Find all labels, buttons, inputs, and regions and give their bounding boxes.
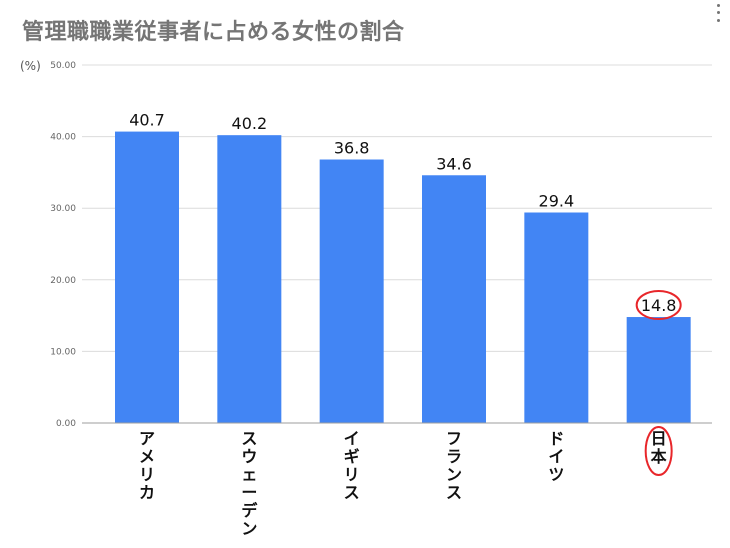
y-tick-label: 10.00 [50, 347, 76, 357]
y-tick-label: 40.00 [50, 133, 76, 143]
bar [524, 212, 589, 423]
x-tick-label: アメリカ [139, 429, 155, 502]
bar [626, 317, 691, 423]
y-axis: (%) 0.00 10.00 20.00 30.00 40.00 50.00 [20, 59, 76, 429]
y-tick-label: 50.00 [50, 61, 76, 71]
x-tick-label: スウェーデン [241, 429, 258, 538]
y-axis-unit-label: (%) [20, 59, 41, 73]
x-tick-label: ドイツ [548, 429, 564, 484]
data-label: 40.7 [129, 111, 165, 130]
data-labels: 40.7 40.2 36.8 34.6 29.4 14.8 [129, 111, 682, 321]
bar [319, 159, 384, 423]
data-label: 36.8 [334, 139, 370, 158]
data-label: 40.2 [232, 114, 268, 133]
x-tick-label: 日本 [651, 429, 667, 466]
data-label: 34.6 [436, 154, 472, 173]
bar [217, 135, 282, 423]
data-label: 29.4 [539, 191, 575, 210]
x-tick-label: イギリス [344, 429, 360, 502]
bar [115, 131, 179, 423]
chart-title: 管理職職業従事者に占める女性の割合 [22, 20, 405, 45]
bars [115, 131, 691, 423]
y-tick-label: 0.00 [56, 419, 76, 429]
y-tick-label: 30.00 [50, 204, 76, 214]
y-tick-label: 20.00 [50, 276, 76, 286]
highlight-circle [635, 290, 682, 321]
highlight-circle [644, 426, 673, 476]
bar [422, 175, 486, 423]
x-axis-labels: アメリカ スウェーデン イギリス フランス ドイツ 日本 [139, 426, 673, 538]
data-label: 14.8 [641, 296, 677, 315]
more-options-icon[interactable] [712, 2, 724, 24]
x-tick-label: フランス [446, 429, 462, 502]
